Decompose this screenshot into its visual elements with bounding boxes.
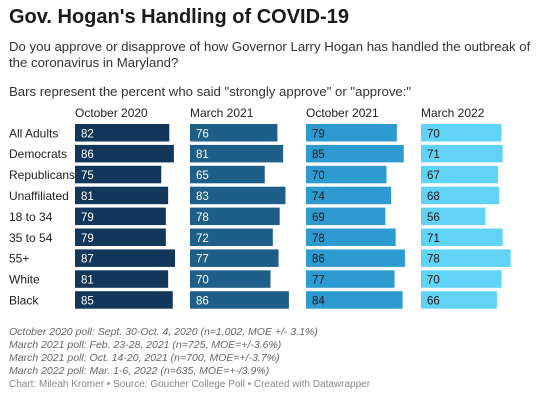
data-label: 72	[196, 233, 209, 245]
data-label: 81	[81, 275, 94, 287]
bar	[190, 270, 271, 288]
bar	[421, 144, 503, 163]
data-label: 84	[312, 295, 325, 307]
data-label: 79	[81, 233, 94, 245]
data-label: 70	[427, 128, 440, 140]
bar	[421, 228, 503, 246]
data-label: 71	[427, 149, 440, 161]
data-label: 81	[81, 191, 94, 203]
data-label: 87	[81, 254, 94, 266]
data-label: 85	[81, 295, 94, 307]
series-header: October 2021	[306, 106, 379, 120]
data-label: 78	[196, 212, 209, 224]
data-label: 76	[196, 128, 209, 140]
data-label: 68	[427, 191, 440, 203]
chart-note: Bars represent the percent who said "str…	[9, 84, 412, 99]
bar	[190, 124, 278, 142]
bar	[306, 207, 386, 226]
series-header: October 2020	[75, 106, 148, 120]
data-label: 66	[427, 295, 440, 307]
bar	[75, 207, 166, 226]
category-label: White	[9, 273, 40, 287]
data-label: 79	[81, 212, 94, 224]
data-label: 77	[196, 254, 209, 266]
chart-title: Gov. Hogan's Handling of COVID-19	[9, 6, 349, 28]
bar	[421, 249, 511, 267]
bar	[75, 249, 176, 267]
bar	[190, 186, 286, 205]
category-label: Black	[9, 293, 39, 307]
bar	[306, 144, 404, 163]
category-label: 35 to 54	[9, 231, 53, 245]
data-label: 69	[312, 212, 325, 224]
data-label: 81	[196, 149, 209, 161]
category-label: Democrats	[9, 147, 67, 161]
data-label: 70	[312, 170, 325, 182]
data-label: 77	[312, 275, 325, 287]
bar	[306, 249, 405, 267]
category-label: 55+	[9, 252, 29, 266]
data-label: 78	[427, 254, 440, 266]
series-header: March 2022	[421, 106, 485, 120]
footnote-2: March 2021 poll: Feb. 23-28, 2021 (n=725…	[9, 339, 282, 351]
footnote-1: October 2020 poll: Sept. 30-Oct. 4, 2020…	[9, 326, 318, 338]
data-label: 74	[312, 191, 325, 203]
bar	[190, 228, 273, 246]
chart-subtitle: Do you approve or disapprove of how Gove…	[9, 39, 531, 70]
series-header: March 2021	[190, 106, 254, 120]
category-label: All Adults	[9, 126, 58, 140]
data-label: 86	[196, 295, 209, 307]
bar	[306, 165, 387, 184]
category-label: Republicans	[9, 168, 75, 182]
bar	[421, 270, 502, 288]
bar	[306, 291, 403, 309]
footnote-3: March 2021 poll: Oct. 14-20, 2021 (n=700…	[9, 352, 280, 364]
bar	[75, 228, 166, 246]
bar-chart: All Adults Democrats Republicans Unaffiliat…	[9, 106, 511, 309]
bar	[190, 291, 289, 309]
data-label: 65	[196, 170, 209, 182]
bar	[421, 165, 499, 184]
bar	[190, 165, 265, 184]
data-label: 67	[427, 170, 440, 182]
chart-credit: Chart: Mileah Kromer • Source: Goucher C…	[9, 379, 371, 390]
data-label: 78	[312, 233, 325, 245]
bar	[306, 228, 396, 246]
data-label: 83	[196, 191, 209, 203]
bar	[75, 186, 169, 205]
data-label: 56	[427, 212, 440, 224]
bar	[421, 186, 500, 205]
bar	[75, 270, 169, 288]
data-label: 86	[81, 149, 94, 161]
bar	[306, 270, 395, 288]
data-label: 82	[81, 128, 94, 140]
data-label: 75	[81, 170, 94, 182]
category-label: 18 to 34	[9, 210, 53, 224]
bar	[190, 249, 279, 267]
footnote-4: March 2022 poll: Mar. 1-6, 2022 (n=635, …	[9, 365, 270, 377]
category-label: Unaffiliated	[9, 189, 69, 203]
bar	[190, 207, 280, 226]
bar	[421, 207, 486, 226]
data-label: 70	[427, 275, 440, 287]
data-label: 70	[196, 275, 209, 287]
bar	[75, 144, 174, 163]
bar	[190, 144, 284, 163]
data-label: 79	[312, 128, 325, 140]
bar	[306, 186, 392, 205]
bar	[75, 124, 170, 142]
bar	[306, 124, 397, 142]
data-label: 85	[312, 149, 325, 161]
bar	[421, 124, 502, 142]
bar	[421, 291, 497, 309]
data-label: 86	[312, 254, 325, 266]
bar	[75, 165, 162, 184]
data-label: 71	[427, 233, 440, 245]
bar	[75, 291, 173, 309]
